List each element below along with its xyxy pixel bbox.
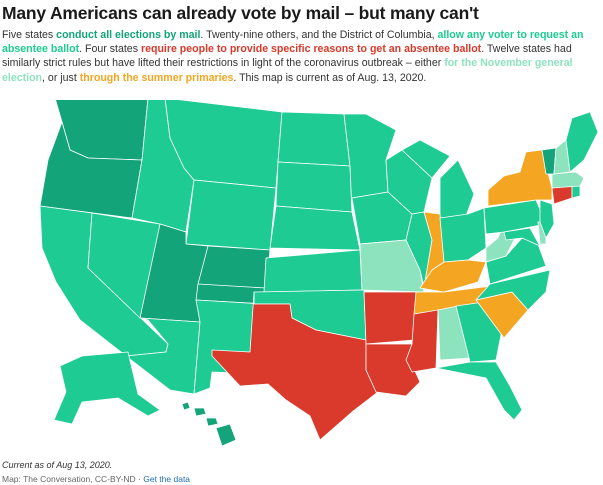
state-MO[interactable] [359,239,425,293]
state-KY[interactable] [419,259,487,293]
state-TX[interactable] [211,291,379,441]
state-FL[interactable] [435,361,523,421]
us-state-map [39,100,599,447]
state-NC[interactable] [475,269,551,311]
legend-reason-required: require people to provide specific reaso… [140,43,482,56]
legend-lifted-november: for the November general election [2,57,573,84]
credit-text: Map: The Conversation, CC-BY-ND · [2,474,144,484]
state-MA[interactable] [551,171,585,189]
get-the-data-link[interactable]: Get the data [143,474,191,484]
state-AK[interactable] [53,351,161,425]
state-ME[interactable] [565,111,599,173]
state-ND[interactable] [277,111,351,167]
state-AR[interactable] [363,291,419,345]
current-as-of-note: Current as of Aug 13, 2020. [2,460,113,470]
legend-all-mail: conduct all elections by mail [56,29,201,41]
state-SD[interactable] [275,161,353,213]
legend-lifted-primaries: through the summer primaries [79,71,234,84]
state-MI[interactable] [401,139,475,219]
state-MD[interactable] [503,227,541,247]
state-KS[interactable] [263,249,363,293]
state-HI[interactable] [181,401,237,447]
state-NJ[interactable] [539,199,555,239]
state-RI[interactable] [571,185,581,199]
state-NE[interactable] [269,205,361,251]
state-NY[interactable] [487,149,553,207]
map-title: Many Americans can already vote by mail … [2,3,479,23]
state-CT[interactable] [551,185,573,205]
map-description: Five states conduct all elections by mai… [2,29,584,84]
state-WY[interactable] [185,179,277,251]
map-credit: Map: The Conversation, CC-BY-ND · Get th… [2,474,190,484]
legend-any-voter: allow any voter to request an absentee b… [2,29,584,56]
